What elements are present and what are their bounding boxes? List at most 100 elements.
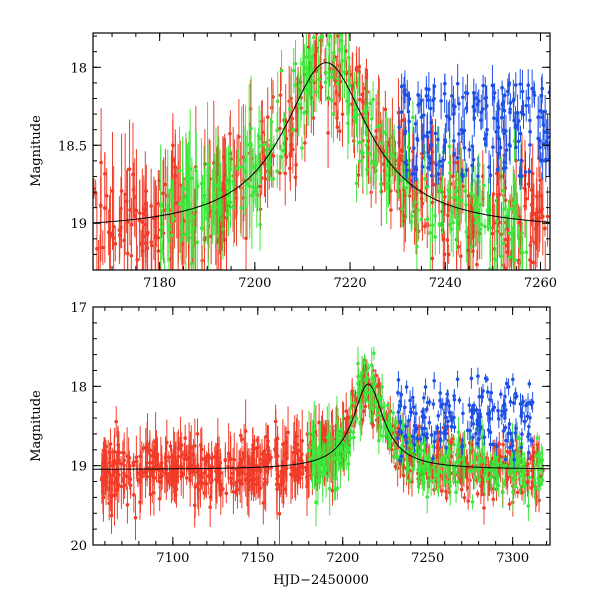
data-point-green: [467, 469, 472, 474]
data-point-red: [545, 214, 550, 219]
data-point-red: [539, 474, 543, 479]
data-point-green: [296, 102, 301, 107]
data-point-red: [229, 481, 234, 486]
data-point-green: [247, 142, 251, 147]
data-point-red: [303, 141, 307, 145]
data-point-blue: [538, 109, 542, 113]
data-point-green: [484, 469, 489, 474]
data-point-blue: [438, 159, 442, 164]
data-point-green: [526, 504, 531, 508]
data-point-green: [345, 99, 349, 103]
data-point-red: [491, 497, 496, 502]
data-point-blue: [435, 426, 440, 430]
data-point-green: [389, 438, 393, 443]
data-point-green: [376, 393, 380, 398]
data-point-green: [437, 469, 442, 474]
data-point-green: [191, 215, 196, 220]
data-point-green: [498, 460, 503, 465]
data-point-green: [275, 169, 280, 174]
data-point-green: [372, 383, 377, 387]
data-point-blue: [502, 411, 507, 416]
data-point-red: [363, 404, 368, 409]
data-point-blue: [438, 438, 443, 443]
data-point-red: [243, 429, 248, 433]
data-point-green: [170, 199, 175, 204]
data-point-blue: [483, 376, 488, 381]
data-point-blue: [479, 110, 484, 115]
data-point-red: [148, 460, 152, 465]
data-point-green: [495, 462, 500, 467]
data-point-red: [254, 468, 259, 472]
data-point-red: [163, 182, 168, 187]
data-point-red: [114, 419, 119, 424]
data-point-blue: [519, 414, 524, 419]
data-point-green: [342, 69, 347, 74]
data-point-green: [199, 181, 204, 186]
data-point-green: [410, 448, 415, 453]
data-point-blue: [443, 138, 447, 142]
top-y-axis-label: Magnitude: [29, 115, 44, 187]
data-point-green: [464, 229, 469, 234]
data-point-red: [407, 194, 412, 198]
data-point-green: [392, 148, 396, 152]
data-point-red: [451, 174, 455, 178]
data-point-green: [389, 427, 394, 432]
data-point-blue: [457, 398, 462, 403]
data-point-green: [275, 128, 279, 133]
data-point-green: [478, 202, 482, 207]
data-point-blue: [443, 81, 447, 86]
data-point-green: [247, 184, 252, 189]
data-point-blue: [500, 413, 504, 418]
data-point-green: [224, 181, 229, 185]
data-point-red: [159, 470, 164, 474]
data-point-red: [135, 258, 140, 262]
data-point-red: [129, 253, 134, 258]
data-point-blue: [425, 134, 430, 139]
data-point-green: [232, 182, 236, 187]
data-point-blue: [506, 431, 511, 435]
data-point-blue: [527, 424, 531, 429]
data-point-blue: [433, 131, 438, 136]
data-point-red: [533, 241, 538, 245]
data-point-blue: [532, 90, 536, 94]
data-point-green: [470, 500, 475, 504]
data-point-red: [237, 470, 241, 475]
data-point-blue: [529, 438, 533, 443]
data-point-red: [252, 446, 257, 451]
data-point-red: [140, 474, 144, 479]
data-point-red: [541, 214, 545, 219]
data-point-blue: [507, 83, 511, 87]
data-point-red: [423, 224, 427, 229]
data-point-red: [113, 241, 118, 246]
data-point-red: [446, 213, 450, 218]
data-point-blue: [514, 426, 518, 431]
data-point-blue: [444, 445, 448, 450]
data-point-red: [262, 477, 267, 481]
data-point-blue: [485, 127, 489, 132]
data-point-blue: [492, 405, 497, 410]
data-point-red: [475, 262, 479, 267]
data-point-green: [167, 238, 171, 243]
data-point-blue: [488, 442, 493, 447]
data-point-blue: [503, 416, 507, 420]
data-point-blue: [431, 402, 436, 406]
data-point-red: [430, 200, 435, 205]
data-point-red: [108, 442, 113, 446]
data-point-green: [503, 463, 508, 468]
data-point-red: [107, 501, 111, 505]
data-point-green: [469, 446, 473, 450]
data-point-blue: [504, 438, 508, 443]
data-point-blue: [449, 424, 454, 429]
data-point-red: [325, 24, 329, 28]
data-point-blue: [488, 173, 493, 178]
data-point-red: [151, 460, 156, 465]
data-point-blue: [528, 416, 532, 420]
data-point-blue: [443, 410, 447, 415]
data-point-blue: [432, 96, 436, 101]
data-point-green: [539, 460, 543, 464]
data-point-blue: [408, 398, 412, 403]
data-point-blue: [399, 110, 404, 114]
data-point-red: [209, 481, 213, 485]
data-point-green: [259, 144, 263, 148]
data-point-red: [132, 493, 136, 497]
